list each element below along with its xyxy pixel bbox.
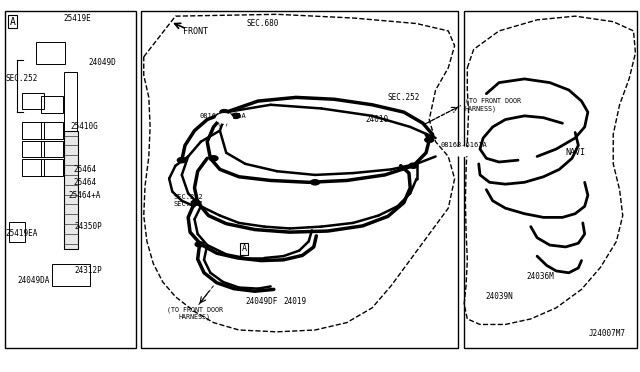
Text: 24036M: 24036M bbox=[526, 272, 554, 281]
Circle shape bbox=[177, 158, 186, 163]
Text: SEC.680: SEC.680 bbox=[247, 19, 279, 28]
Text: NAVI: NAVI bbox=[565, 148, 585, 157]
Circle shape bbox=[209, 156, 218, 161]
Circle shape bbox=[231, 113, 240, 118]
Text: 25419E: 25419E bbox=[63, 13, 91, 22]
Text: 24049DA: 24049DA bbox=[18, 276, 50, 285]
Text: 24049DF: 24049DF bbox=[246, 297, 278, 306]
Text: 24019: 24019 bbox=[283, 297, 307, 306]
Text: 24039N: 24039N bbox=[485, 292, 513, 301]
Text: 25464: 25464 bbox=[73, 178, 96, 187]
Bar bbox=[464, 11, 637, 349]
Text: SEC.252: SEC.252 bbox=[6, 74, 38, 83]
Text: (TO FRONT DOOR
HARNESS): (TO FRONT DOOR HARNESS) bbox=[465, 98, 521, 112]
Circle shape bbox=[310, 180, 319, 185]
Circle shape bbox=[216, 113, 232, 123]
Bar bbox=[65, 71, 77, 190]
Bar bbox=[22, 122, 44, 139]
Text: J24007M7: J24007M7 bbox=[588, 329, 625, 338]
Text: 25464: 25464 bbox=[73, 165, 96, 174]
Bar bbox=[22, 141, 44, 157]
Text: 24350P: 24350P bbox=[75, 222, 102, 231]
Text: FRONT: FRONT bbox=[183, 27, 208, 36]
Text: 08168-6161A
(1): 08168-6161A (1) bbox=[440, 142, 487, 156]
Text: SEC.252
SEC.253: SEC.252 SEC.253 bbox=[173, 194, 203, 207]
Circle shape bbox=[195, 242, 204, 247]
Bar bbox=[22, 93, 44, 109]
Bar bbox=[52, 263, 90, 286]
Text: 25464+A: 25464+A bbox=[68, 191, 101, 200]
Bar bbox=[141, 11, 458, 349]
Bar bbox=[41, 96, 63, 113]
Text: S: S bbox=[222, 115, 227, 121]
Circle shape bbox=[454, 147, 470, 157]
Bar bbox=[22, 159, 44, 176]
Circle shape bbox=[220, 110, 228, 115]
Text: S: S bbox=[460, 149, 465, 155]
Text: 24010: 24010 bbox=[365, 115, 388, 124]
Circle shape bbox=[191, 200, 200, 205]
Text: A: A bbox=[10, 17, 15, 27]
Text: A: A bbox=[241, 244, 246, 253]
Text: 24312P: 24312P bbox=[75, 266, 102, 275]
Bar bbox=[6, 11, 136, 349]
Bar bbox=[9, 222, 25, 242]
Bar bbox=[41, 122, 63, 139]
Text: 25410G: 25410G bbox=[70, 122, 98, 131]
Text: (TO FRONT DOOR
HARNESS): (TO FRONT DOOR HARNESS) bbox=[166, 307, 223, 320]
Bar bbox=[41, 141, 63, 157]
Text: SEC.252: SEC.252 bbox=[388, 93, 420, 102]
Text: 24049D: 24049D bbox=[89, 58, 116, 67]
Circle shape bbox=[425, 137, 434, 142]
Bar bbox=[41, 159, 63, 176]
Bar bbox=[36, 42, 65, 64]
Circle shape bbox=[409, 163, 418, 168]
Bar bbox=[64, 131, 78, 249]
Text: Ⓢ: Ⓢ bbox=[456, 145, 461, 154]
Text: 25419EA: 25419EA bbox=[5, 230, 38, 238]
Text: 08168-6161A
(1): 08168-6161A (1) bbox=[200, 113, 246, 126]
Text: Ⓢ: Ⓢ bbox=[219, 112, 223, 121]
